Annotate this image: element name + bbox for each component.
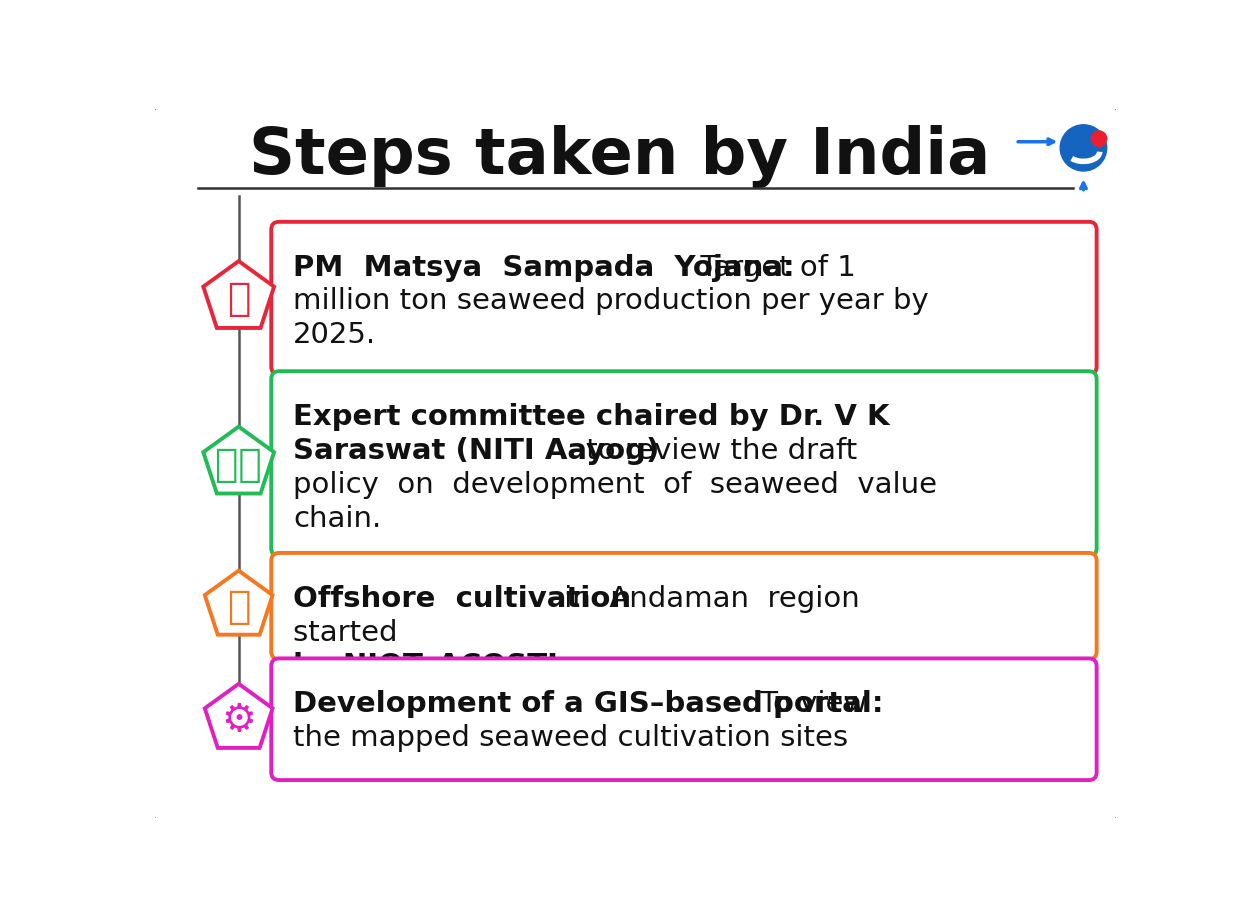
- Text: chain.: chain.: [293, 505, 381, 532]
- Text: Saraswat (NITI Aayog): Saraswat (NITI Aayog): [293, 437, 660, 464]
- Text: Offshore  cultivation: Offshore cultivation: [293, 584, 631, 612]
- Text: million ton seaweed production per year by: million ton seaweed production per year …: [293, 287, 929, 315]
- Text: PM  Matsya  Sampada  Yojana:: PM Matsya Sampada Yojana:: [293, 254, 795, 281]
- Text: Target of 1: Target of 1: [682, 254, 856, 281]
- Text: Steps taken by India: Steps taken by India: [249, 125, 991, 187]
- Text: ⚙: ⚙: [221, 700, 257, 739]
- Text: the mapped seaweed cultivation sites: the mapped seaweed cultivation sites: [293, 723, 848, 751]
- Polygon shape: [205, 571, 273, 635]
- Text: Expert committee chaired by Dr. V K: Expert committee chaired by Dr. V K: [293, 403, 889, 430]
- Text: To view: To view: [750, 689, 867, 718]
- FancyBboxPatch shape: [272, 222, 1096, 375]
- Text: Development of a GIS–based portal:: Development of a GIS–based portal:: [293, 689, 883, 718]
- Text: 🌍: 🌍: [227, 587, 250, 625]
- FancyBboxPatch shape: [272, 659, 1096, 780]
- Circle shape: [1091, 131, 1107, 147]
- Text: policy  on  development  of  seaweed  value: policy on development of seaweed value: [293, 471, 937, 498]
- Polygon shape: [205, 684, 273, 748]
- Polygon shape: [203, 262, 274, 329]
- Text: 2025.: 2025.: [293, 321, 376, 349]
- Text: 🧑‍💼: 🧑‍💼: [216, 445, 262, 483]
- FancyBboxPatch shape: [151, 108, 1118, 821]
- Text: in  Andaman  region: in Andaman region: [556, 584, 859, 612]
- Text: started: started: [293, 618, 415, 646]
- Polygon shape: [203, 427, 274, 494]
- Text: by NIOT–ACOSTI.: by NIOT–ACOSTI.: [293, 652, 569, 680]
- Text: to review the draft: to review the draft: [577, 437, 857, 464]
- Circle shape: [1060, 126, 1107, 172]
- FancyBboxPatch shape: [272, 553, 1096, 660]
- FancyBboxPatch shape: [272, 372, 1096, 556]
- Text: 🎯: 🎯: [227, 279, 250, 318]
